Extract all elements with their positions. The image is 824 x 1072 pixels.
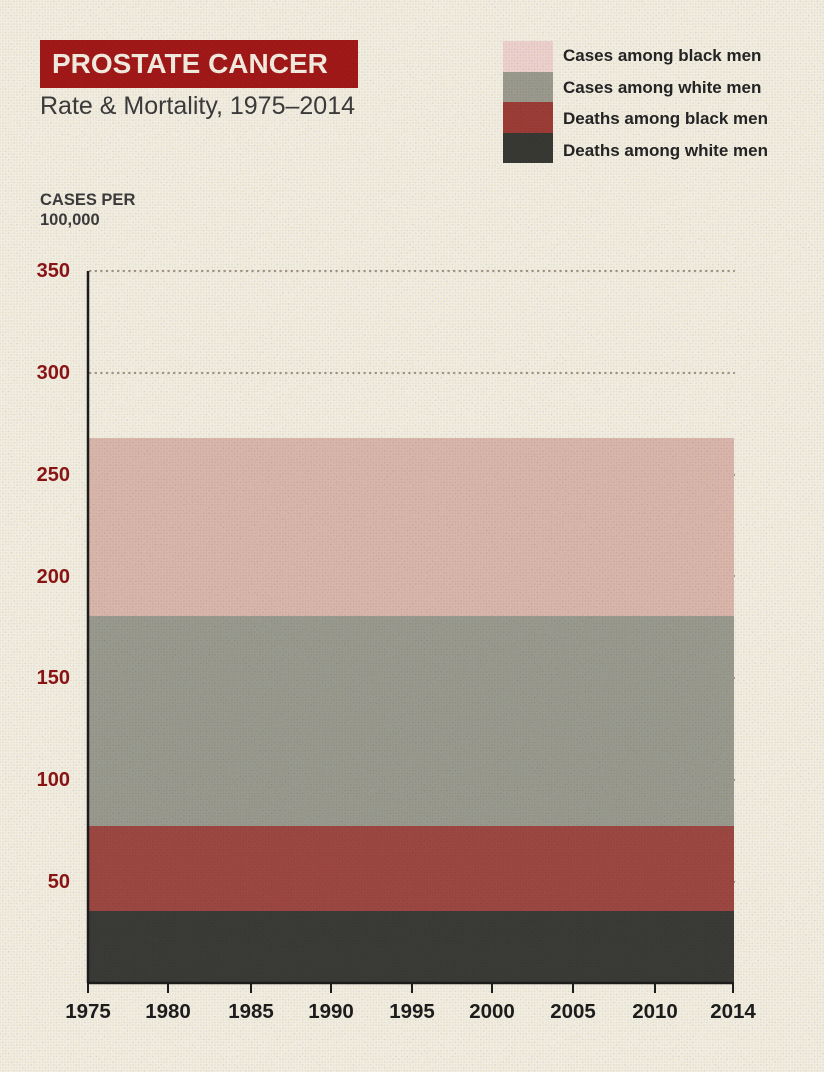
svg-text:2000: 2000 bbox=[469, 1000, 515, 1023]
svg-text:100: 100 bbox=[37, 769, 70, 791]
svg-text:200: 200 bbox=[37, 566, 70, 588]
svg-text:2014: 2014 bbox=[710, 1000, 756, 1023]
svg-text:350: 350 bbox=[37, 260, 70, 282]
svg-text:1990: 1990 bbox=[308, 1000, 354, 1023]
svg-text:2005: 2005 bbox=[550, 1000, 596, 1023]
svg-text:1985: 1985 bbox=[228, 1000, 274, 1023]
svg-text:1995: 1995 bbox=[389, 1000, 435, 1023]
svg-text:2010: 2010 bbox=[632, 1000, 678, 1023]
svg-text:1980: 1980 bbox=[145, 1000, 191, 1023]
svg-text:250: 250 bbox=[37, 464, 70, 486]
svg-text:300: 300 bbox=[37, 362, 70, 384]
svg-text:1975: 1975 bbox=[65, 1000, 111, 1023]
svg-text:50: 50 bbox=[48, 871, 70, 893]
svg-text:150: 150 bbox=[37, 667, 70, 689]
